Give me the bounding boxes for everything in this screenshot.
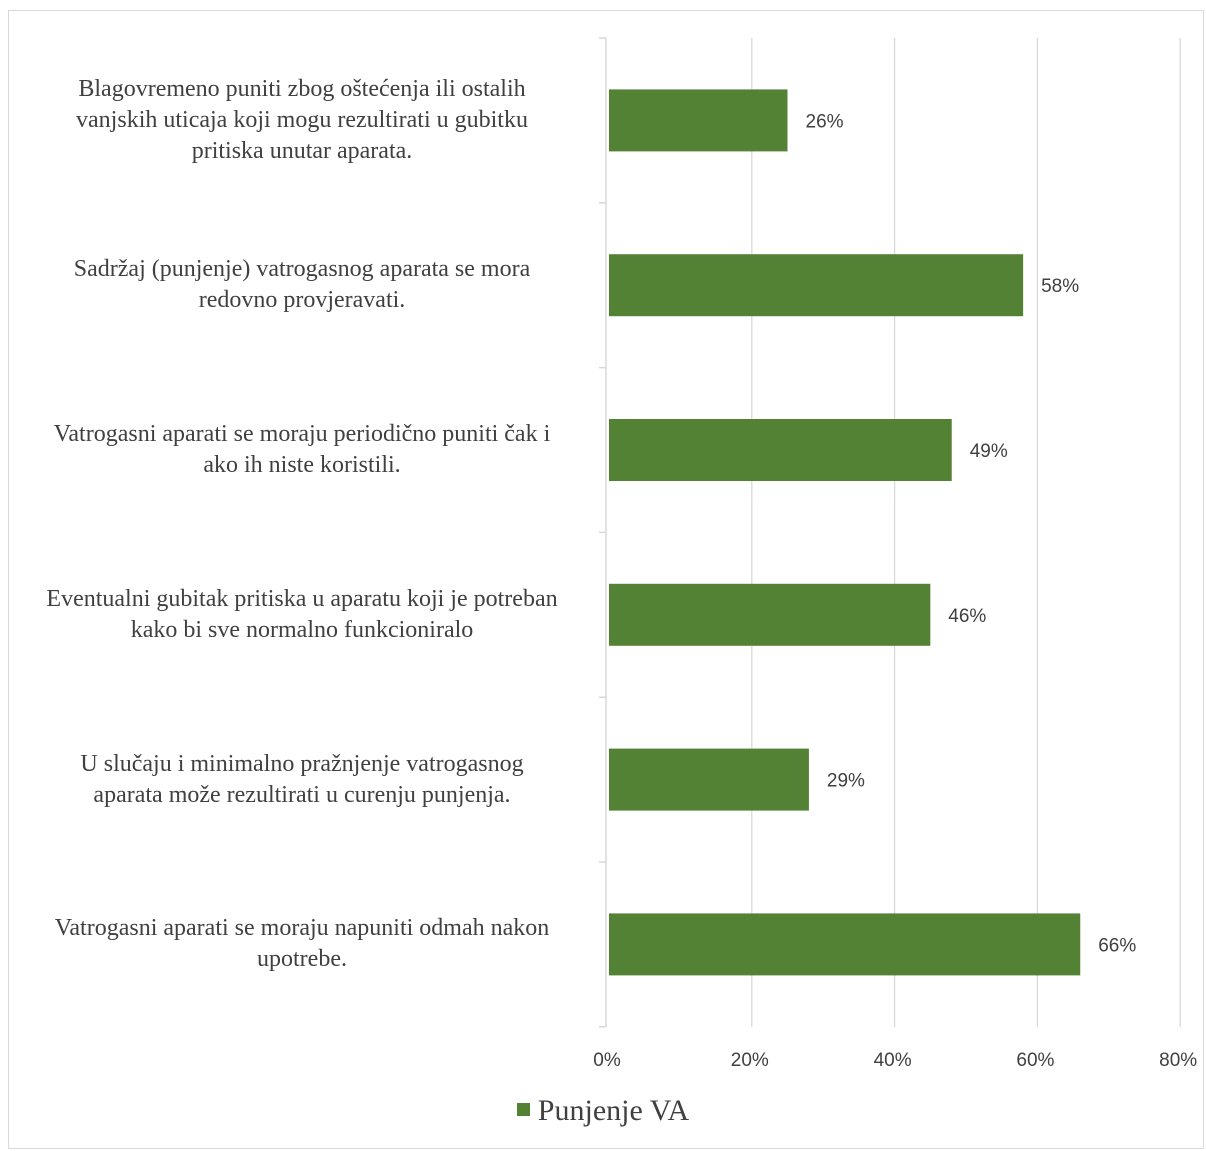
category-label: Eventualni gubitak pritiska u aparatu ko… — [12, 584, 592, 646]
data-label: 49% — [970, 441, 1008, 462]
data-label: 26% — [806, 111, 844, 132]
data-label: 46% — [948, 606, 986, 627]
category-label-line: Vatrogasni aparati se moraju periodično … — [53, 421, 551, 447]
x-tick-label: 80% — [1159, 1050, 1197, 1071]
x-tick-label: 20% — [731, 1050, 769, 1071]
category-label: U slučaju i minimalno pražnjenje vatroga… — [12, 749, 592, 811]
category-label: Sadržaj (punjenje) vatrogasnog aparata s… — [12, 254, 592, 316]
category-label-line: Eventualni gubitak pritiska u aparatu ko… — [46, 585, 558, 612]
x-tick-label: 0% — [593, 1050, 621, 1071]
legend-label: Punjenje VA — [537, 1094, 690, 1127]
data-label: 66% — [1098, 935, 1136, 956]
category-label-line: Vatrogasni aparati se moraju napuniti od… — [54, 915, 550, 942]
category-label-line: redovno provjeravati. — [198, 287, 406, 314]
category-label-line: U slučaju i minimalno pražnjenje vatroga… — [80, 750, 524, 777]
bar — [609, 748, 809, 811]
category-label-line: ako ih niste koristili. — [203, 452, 401, 478]
category-label-line: upotrebe. — [257, 946, 347, 973]
category-label-line: Sadržaj (punjenje) vatrogasnog aparata s… — [73, 256, 531, 283]
bar — [609, 89, 788, 152]
bar — [609, 583, 931, 646]
category-label-line: vanjskih uticaja koji mogu rezultirati u… — [76, 106, 528, 133]
bar — [609, 419, 952, 481]
data-label: 29% — [827, 771, 865, 792]
legend-swatch — [516, 1103, 530, 1116]
bar — [609, 254, 1024, 317]
category-label: Blagovremeno puniti zbog oštećenja ili o… — [12, 74, 592, 167]
data-label: 58% — [1041, 276, 1079, 297]
x-tick-label: 60% — [1016, 1050, 1054, 1071]
category-label: Vatrogasni aparati se moraju napuniti od… — [12, 913, 592, 975]
x-tick-label: 40% — [874, 1050, 912, 1071]
category-label-line: aparata može rezultirati u curenju punje… — [93, 781, 511, 808]
category-label: Vatrogasni aparati se moraju periodično … — [12, 419, 592, 481]
bar — [609, 913, 1081, 976]
category-label-line: kako bi sve normalno funkcioniralo — [130, 616, 474, 643]
category-label-line: pritiska unutar aparata. — [191, 137, 413, 164]
legend: Punjenje VA — [0, 1094, 1206, 1128]
category-label-line: Blagovremeno puniti zbog oštećenja ili o… — [78, 75, 526, 102]
